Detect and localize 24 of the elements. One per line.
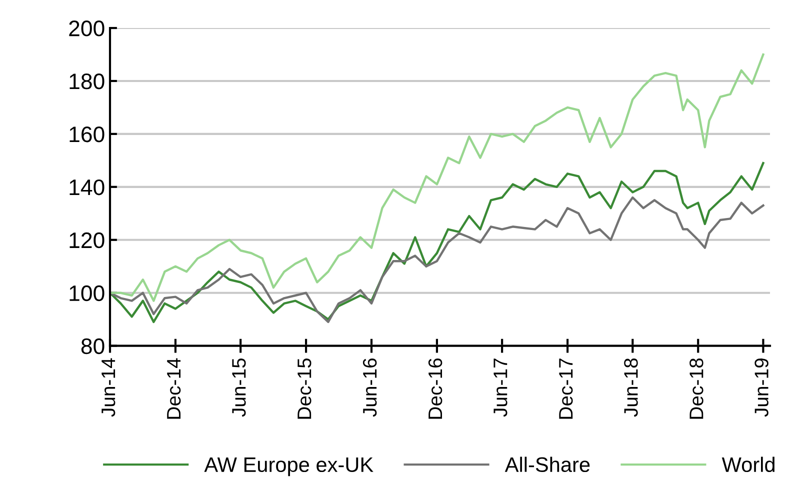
x-tick-label: Jun-17 xyxy=(494,358,508,417)
x-tick-label: Jun-15 xyxy=(232,358,246,417)
line-series xyxy=(110,53,764,302)
y-tick-label: 180 xyxy=(70,74,104,90)
x-tick-label: Jun-14 xyxy=(102,358,116,417)
x-tick-label: Jun-18 xyxy=(624,358,638,417)
y-tick-label: 140 xyxy=(70,179,104,196)
y-tick-label: 120 xyxy=(70,232,104,248)
x-tick-label: Jun-16 xyxy=(362,358,377,417)
y-tick-label: 200 xyxy=(69,20,104,36)
y-tick-label: 160 xyxy=(70,126,104,142)
x-tick-label: Jun-19 xyxy=(754,358,768,417)
legend-label: AW Europe ex-UK xyxy=(204,458,374,476)
y-tick-label: 100 xyxy=(70,285,104,302)
x-tick-label: Dec-15 xyxy=(298,358,312,419)
x-tick-label: Dec-18 xyxy=(690,358,704,419)
line-series xyxy=(110,162,764,324)
y-tick-label: 80 xyxy=(81,338,104,354)
legend-label: All-Share xyxy=(504,456,590,472)
legend-label: World xyxy=(722,456,774,472)
x-tick-label: Dec-14 xyxy=(167,358,181,419)
x-tick-label: Dec-16 xyxy=(428,358,442,419)
x-tick-label: Dec-17 xyxy=(559,358,573,419)
line-series xyxy=(110,196,764,324)
